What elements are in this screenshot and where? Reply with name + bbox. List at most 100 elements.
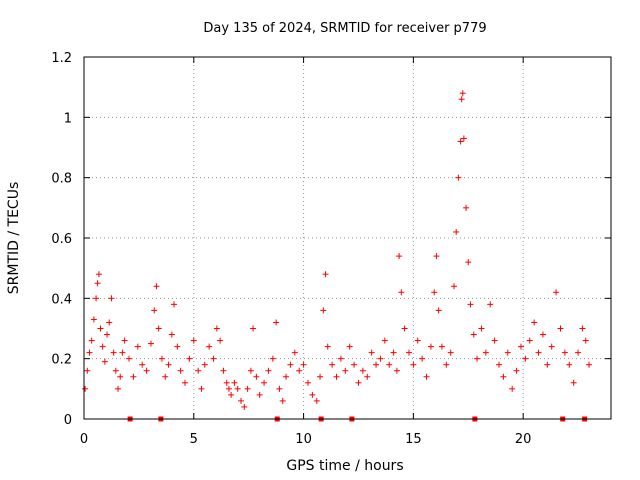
y-tick-label: 0.8 <box>51 172 72 187</box>
data-point <box>234 385 241 392</box>
data-point <box>561 349 568 356</box>
data-point <box>450 283 457 290</box>
data-point <box>535 349 542 356</box>
data-point <box>500 373 507 380</box>
data-point <box>241 403 248 410</box>
y-axis-label: SRMTID / TECUs <box>6 182 22 295</box>
data-point <box>276 385 283 392</box>
data-point <box>517 343 524 350</box>
data-point <box>566 361 573 368</box>
x-axis-label: GPS time / hours <box>286 458 403 474</box>
data-point <box>438 343 445 350</box>
data-point <box>447 349 454 356</box>
data-point <box>238 397 245 404</box>
data-point <box>337 355 344 362</box>
data-point <box>231 379 238 386</box>
data-point <box>112 367 119 374</box>
data-point <box>300 361 307 368</box>
x-tick-label: 5 <box>190 432 198 447</box>
data-point <box>269 355 276 362</box>
data-point <box>220 367 227 374</box>
data-point <box>155 325 162 332</box>
grid-lines <box>84 57 611 419</box>
data-point <box>433 253 440 260</box>
data-point <box>496 361 503 368</box>
data-point <box>377 355 384 362</box>
y-tick-label: 1 <box>64 111 72 126</box>
data-point <box>265 367 272 374</box>
data-point <box>478 325 485 332</box>
data-point <box>460 135 467 142</box>
data-point <box>419 355 426 362</box>
data-point <box>158 355 165 362</box>
data-point <box>171 301 178 308</box>
data-point <box>213 325 220 332</box>
data-point <box>304 379 311 386</box>
data-point <box>526 337 533 344</box>
data-point <box>206 343 213 350</box>
data-point <box>459 90 466 97</box>
data-point <box>443 361 450 368</box>
data-point <box>553 289 560 296</box>
data-point <box>342 367 349 374</box>
data-point <box>455 174 462 181</box>
data-point <box>414 337 421 344</box>
data-point <box>126 355 133 362</box>
data-point <box>586 361 593 368</box>
x-tick-label: 10 <box>295 432 312 447</box>
data-point <box>291 349 298 356</box>
data-point <box>93 295 100 302</box>
data-point <box>228 391 235 398</box>
data-point <box>509 385 516 392</box>
data-point <box>210 355 217 362</box>
data-point <box>457 138 464 145</box>
data-point <box>474 355 481 362</box>
data-point <box>333 373 340 380</box>
data-point <box>309 391 316 398</box>
data-point <box>130 373 137 380</box>
data-point <box>368 349 375 356</box>
data-point <box>346 343 353 350</box>
data-point <box>423 373 430 380</box>
data-point <box>393 367 400 374</box>
data-point <box>134 343 141 350</box>
data-point <box>320 307 327 314</box>
data-point <box>139 361 146 368</box>
data-point <box>177 367 184 374</box>
data-point <box>491 337 498 344</box>
data-point <box>186 355 193 362</box>
data-point <box>355 379 362 386</box>
data-point <box>151 307 158 314</box>
data-point <box>317 373 324 380</box>
data-point <box>557 325 564 332</box>
data-point <box>582 337 589 344</box>
data-point <box>121 337 128 344</box>
data-point <box>283 373 290 380</box>
data-point <box>458 96 465 103</box>
x-tick-label: 20 <box>515 432 532 447</box>
data-point <box>364 373 371 380</box>
data-point <box>256 391 263 398</box>
data-point <box>396 253 403 260</box>
data-point <box>531 319 538 326</box>
data-point <box>296 367 303 374</box>
data-point <box>86 349 93 356</box>
data-point <box>106 319 113 326</box>
data-point <box>427 343 434 350</box>
data-point <box>487 301 494 308</box>
data-point <box>101 358 108 365</box>
data-point <box>247 367 254 374</box>
data-point <box>250 325 257 332</box>
data-point <box>110 349 117 356</box>
y-tick-label: 0.4 <box>51 292 72 307</box>
data-point <box>322 271 329 278</box>
data-point <box>401 325 408 332</box>
data-point <box>95 271 102 278</box>
data-point <box>570 379 577 386</box>
data-point <box>153 283 160 290</box>
data-point <box>162 373 169 380</box>
data-point <box>117 373 124 380</box>
data-point <box>119 349 126 356</box>
data-point <box>513 367 520 374</box>
data-point <box>522 355 529 362</box>
